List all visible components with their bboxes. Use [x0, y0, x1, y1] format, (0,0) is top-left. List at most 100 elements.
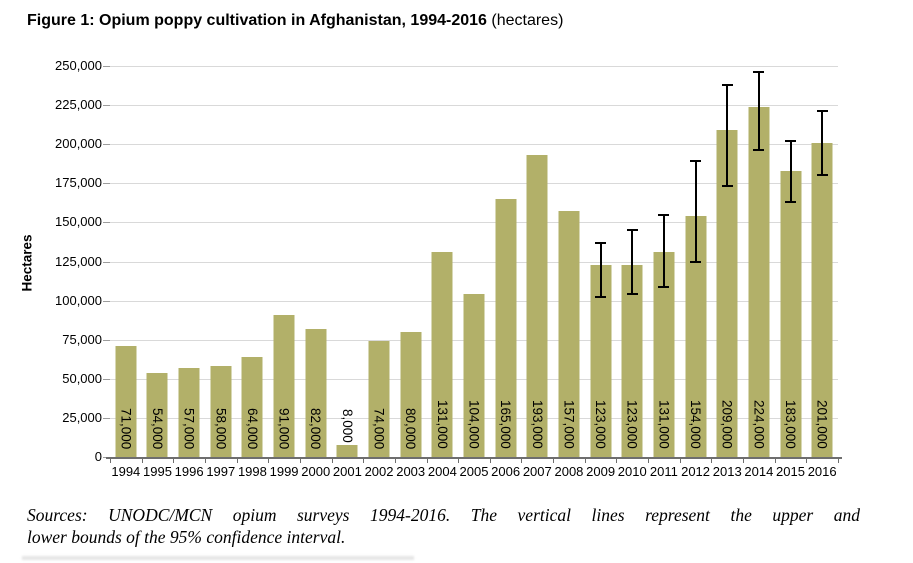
bar-slot-2004: 131,000 2004 [427, 66, 459, 479]
y-gridline [110, 66, 838, 67]
bar-value-label-2002: 74,000 [371, 407, 387, 449]
bar-value-label-2013: 209,000 [719, 400, 735, 449]
error-bar-cap-lower-2009 [595, 296, 607, 299]
error-bar-cap-lower-2011 [658, 285, 670, 288]
bar-2009 [590, 264, 612, 457]
x-tick-label-1997: 1997 [206, 464, 236, 479]
x-tick-mark [173, 459, 175, 463]
bar-1998 [241, 356, 263, 457]
bar-2002 [368, 341, 390, 457]
bar-slot-1994: 71,000 1994 [110, 66, 142, 479]
bar-slot-2009: 123,000 2009 [585, 66, 617, 479]
source-note-line1: Sources: UNODC/MCN opium surveys 1994-20… [27, 505, 860, 525]
bar-slot-1999: 91,000 1999 [268, 66, 300, 479]
bar-value-label-1998: 64,000 [244, 407, 260, 449]
y-tick-mark [103, 144, 110, 146]
bar-slot-1995: 54,000 1995 [142, 66, 174, 479]
x-tick-mark [679, 459, 681, 463]
plot-area: 0 25,000 50,000 75,000 100,000 125,000 150,000… [55, 59, 842, 479]
bar-value-label-1996: 57,000 [181, 407, 197, 449]
y-tick-label: 50,000 [62, 370, 102, 386]
bar-value-label-2008: 157,000 [561, 400, 577, 449]
bar-slot-2001: 8,000 2001 [332, 66, 364, 479]
x-tick-label-2012: 2012 [681, 464, 711, 479]
y-tick-mark [103, 183, 110, 185]
y-tick-label: 100,000 [55, 292, 102, 308]
bar-value-label-2006: 165,000 [498, 400, 514, 449]
x-tick-mark [553, 459, 555, 463]
bar-value-label-2012: 154,000 [688, 400, 704, 449]
x-tick-mark [299, 459, 301, 463]
bar-slot-2007: 193,000 2007 [521, 66, 553, 479]
bar-value-label-2005: 104,000 [466, 400, 482, 449]
y-tick-label: 75,000 [62, 331, 102, 347]
bar-value-label-2007: 193,000 [529, 400, 545, 449]
bar-slot-2010: 123,000 2010 [616, 66, 648, 479]
x-tick-label-2015: 2015 [776, 464, 805, 479]
x-tick-label-2002: 2002 [364, 464, 394, 479]
bar-slot-1998: 64,000 1998 [237, 66, 269, 479]
bar-value-label-2016: 201,000 [814, 400, 830, 449]
bar-slot-1996: 57,000 1996 [173, 66, 205, 479]
bar-slot-2014: 224,000 2014 [743, 66, 775, 479]
figure-title-unit: (hectares) [486, 12, 564, 29]
bar-1999 [273, 314, 295, 457]
bar-2010 [621, 264, 643, 457]
error-bar-cap-upper-2013 [721, 83, 733, 86]
bar-1996 [178, 367, 200, 457]
bar-slot-2012: 154,000 2012 [680, 66, 712, 479]
x-tick-mark [521, 459, 523, 463]
bar-value-label-1994: 71,000 [118, 407, 134, 449]
bar-value-label-2009: 123,000 [593, 400, 609, 449]
error-bar-cap-upper-2015 [785, 140, 797, 143]
x-tick-mark [711, 459, 713, 463]
y-tick-mark [103, 417, 110, 419]
bar-1995 [146, 372, 168, 457]
bar-2005 [463, 294, 485, 457]
bar-2011 [653, 252, 675, 457]
bar-value-label-2015: 183,000 [783, 400, 798, 449]
figure-title: Figure 1: Opium poppy cultivation in Afg… [27, 12, 563, 30]
x-tick-label-1996: 1996 [174, 464, 204, 479]
x-tick-label-2013: 2013 [712, 464, 742, 479]
bar-slot-2016: 201,000 2016 [806, 66, 838, 479]
y-tick-label: 125,000 [55, 253, 102, 269]
error-bar-line-2011 [662, 214, 665, 287]
x-tick-label-2016: 2016 [807, 464, 837, 479]
x-tick-label-2007: 2007 [522, 464, 552, 479]
x-tick-mark [141, 459, 143, 463]
cropped-next-line-artifact [22, 556, 414, 560]
bar-value-label-1995: 54,000 [149, 407, 165, 449]
bar-2006 [495, 198, 517, 457]
bar-2001 [336, 444, 358, 457]
bar-value-label-2003: 80,000 [403, 407, 419, 449]
bar-2014 [748, 106, 770, 457]
x-tick-mark [774, 459, 776, 463]
x-tick-label-1999: 1999 [269, 464, 299, 479]
x-tick-mark [838, 459, 839, 463]
y-tick-label: 175,000 [55, 175, 102, 191]
y-tick-mark [103, 222, 110, 224]
y-tick-label: 25,000 [62, 409, 102, 425]
x-tick-label-2014: 2014 [744, 464, 774, 479]
error-bar-line-2009 [599, 242, 602, 298]
bar-2008 [558, 211, 580, 457]
bar-2015 [780, 170, 801, 457]
bar-value-label-2004: 131,000 [434, 400, 450, 449]
bar-value-label-2014: 224,000 [751, 400, 767, 449]
y-gridline [110, 183, 838, 185]
x-tick-mark [806, 459, 808, 463]
error-bar-cap-upper-2014 [753, 71, 765, 74]
y-tick-label: 0 [94, 449, 102, 464]
y-tick-label: 250,000 [55, 58, 102, 73]
x-tick-mark [394, 459, 396, 463]
error-bar-line-2012 [694, 161, 697, 262]
bar-2000 [305, 328, 327, 457]
x-tick-label-2000: 2000 [301, 464, 331, 479]
error-bar-cap-lower-2014 [753, 149, 765, 152]
error-bar-cap-lower-2012 [690, 260, 702, 263]
x-tick-mark [426, 459, 428, 463]
x-tick-label-2010: 2010 [617, 464, 647, 479]
error-bar-line-2010 [631, 230, 634, 295]
